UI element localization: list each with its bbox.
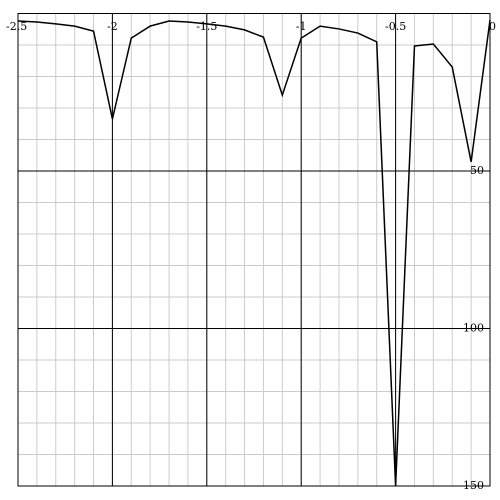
x-tick-label: -1 [296, 20, 307, 33]
x-tick-label: -2 [107, 20, 118, 33]
line-series [17, 20, 491, 487]
y-tick-label: 50 [470, 164, 484, 177]
plot-frame [17, 13, 491, 487]
x-tick-label: 0 [489, 20, 496, 33]
y-tick-label: 100 [463, 322, 484, 335]
x-tick-label: -2.5 [6, 20, 27, 33]
x-tick-label: -1.5 [196, 20, 217, 33]
x-tick-label: -0.5 [385, 20, 406, 33]
y-tick-label: 150 [463, 479, 484, 492]
